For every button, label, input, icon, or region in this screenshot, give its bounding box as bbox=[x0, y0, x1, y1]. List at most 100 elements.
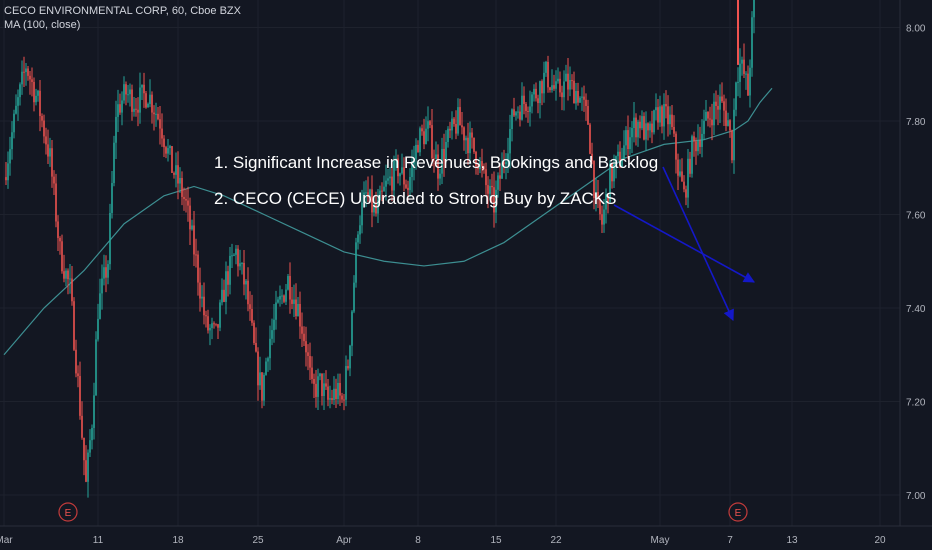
candle-body bbox=[475, 151, 477, 167]
candle-body bbox=[385, 180, 387, 187]
candle-body bbox=[623, 145, 625, 159]
candle-body bbox=[485, 169, 487, 186]
candle-body bbox=[273, 319, 275, 331]
candle-body bbox=[433, 158, 435, 160]
candle-body bbox=[553, 85, 555, 89]
candle-body bbox=[581, 96, 583, 98]
candle-body bbox=[599, 198, 601, 215]
candle-body bbox=[439, 173, 441, 179]
candle-body bbox=[101, 278, 103, 294]
candle-body bbox=[185, 199, 187, 201]
candle-body bbox=[651, 123, 653, 133]
candle-body bbox=[301, 326, 303, 334]
candle-body bbox=[187, 200, 189, 206]
candle-body bbox=[305, 341, 307, 353]
candle-body bbox=[689, 158, 691, 174]
x-tick-label: 11 bbox=[93, 535, 104, 546]
candle-body bbox=[523, 95, 525, 104]
candle-body bbox=[571, 80, 573, 82]
ma-line bbox=[3, 87, 773, 356]
candle-body bbox=[295, 299, 297, 317]
candle-body bbox=[517, 111, 519, 113]
candle-body bbox=[181, 178, 183, 197]
candle-body bbox=[607, 194, 609, 203]
candle-body bbox=[205, 315, 207, 317]
candle-body bbox=[325, 383, 327, 387]
candle-body bbox=[335, 388, 337, 400]
candle-body bbox=[669, 114, 671, 125]
candle-body bbox=[447, 128, 449, 142]
candle-body bbox=[253, 322, 255, 343]
candle-body bbox=[359, 225, 361, 235]
candle-body bbox=[85, 460, 87, 482]
candle-body bbox=[701, 133, 703, 147]
candle-body bbox=[167, 148, 169, 154]
candle-body bbox=[545, 61, 547, 73]
candle-body bbox=[499, 175, 501, 179]
candle-body bbox=[529, 106, 531, 112]
candle-body bbox=[151, 94, 153, 113]
candle-body bbox=[411, 164, 413, 177]
candle-body bbox=[207, 316, 209, 331]
candle-body bbox=[227, 271, 229, 285]
x-tick-label: 18 bbox=[172, 535, 184, 546]
candle-body bbox=[331, 398, 333, 401]
candle-body bbox=[83, 437, 85, 461]
candle-body bbox=[183, 196, 185, 200]
candle-body bbox=[9, 149, 11, 164]
candle-body bbox=[243, 262, 245, 285]
candle-body bbox=[705, 111, 707, 121]
candle-body bbox=[413, 159, 415, 165]
candle-body bbox=[129, 89, 131, 95]
ma-indicator-label[interactable]: MA (100, close) bbox=[4, 19, 81, 31]
y-tick-label: 7.60 bbox=[906, 211, 926, 222]
candle-body bbox=[661, 106, 663, 127]
candle-body bbox=[653, 110, 655, 133]
candle-body bbox=[737, 81, 739, 83]
candle-body bbox=[319, 373, 321, 377]
candle-body bbox=[99, 293, 101, 319]
candle-body bbox=[191, 225, 193, 230]
candle-body bbox=[321, 373, 323, 397]
candle-body bbox=[519, 111, 521, 120]
candle-body bbox=[231, 255, 233, 257]
candle-body bbox=[131, 89, 133, 112]
annotation-2: 2. CECO (CECE) Upgraded to Strong Buy by… bbox=[214, 189, 617, 208]
candle-body bbox=[309, 355, 311, 368]
y-tick-label: 7.80 bbox=[906, 117, 926, 128]
x-tick-label: Apr bbox=[336, 535, 352, 546]
candle-body bbox=[645, 123, 647, 140]
candle-body bbox=[81, 415, 83, 438]
candle-body bbox=[93, 395, 95, 428]
x-axis: Mar 11 18 25 Apr 8 15 22 May 7 13 20 bbox=[0, 525, 932, 550]
candle-body bbox=[419, 128, 421, 153]
candle-body bbox=[715, 101, 717, 106]
candle-body bbox=[437, 154, 439, 179]
candle-body bbox=[561, 92, 563, 98]
candle-body bbox=[65, 270, 67, 279]
candle-body bbox=[279, 296, 281, 300]
candle-body bbox=[165, 147, 167, 154]
candle-body bbox=[55, 183, 57, 222]
candle-body bbox=[467, 137, 469, 154]
y-axis: 9.409.209.008.808.608.408.208.007.807.60… bbox=[899, 0, 932, 550]
candle-body bbox=[19, 84, 21, 98]
candle-body bbox=[263, 374, 265, 401]
candle-body bbox=[77, 373, 79, 377]
candle-body bbox=[149, 94, 151, 104]
candle-body bbox=[541, 81, 543, 94]
candle-body bbox=[451, 118, 453, 131]
candle-body bbox=[591, 153, 593, 161]
candle-body bbox=[677, 159, 679, 176]
candle-body bbox=[261, 372, 263, 401]
candle-body bbox=[751, 17, 753, 68]
candle-body bbox=[513, 109, 515, 116]
candle-body bbox=[487, 185, 489, 194]
candle-body bbox=[457, 107, 459, 134]
candle-body bbox=[389, 176, 391, 179]
candle-body bbox=[495, 189, 497, 213]
candle-body bbox=[323, 383, 325, 397]
candle-body bbox=[59, 237, 61, 242]
